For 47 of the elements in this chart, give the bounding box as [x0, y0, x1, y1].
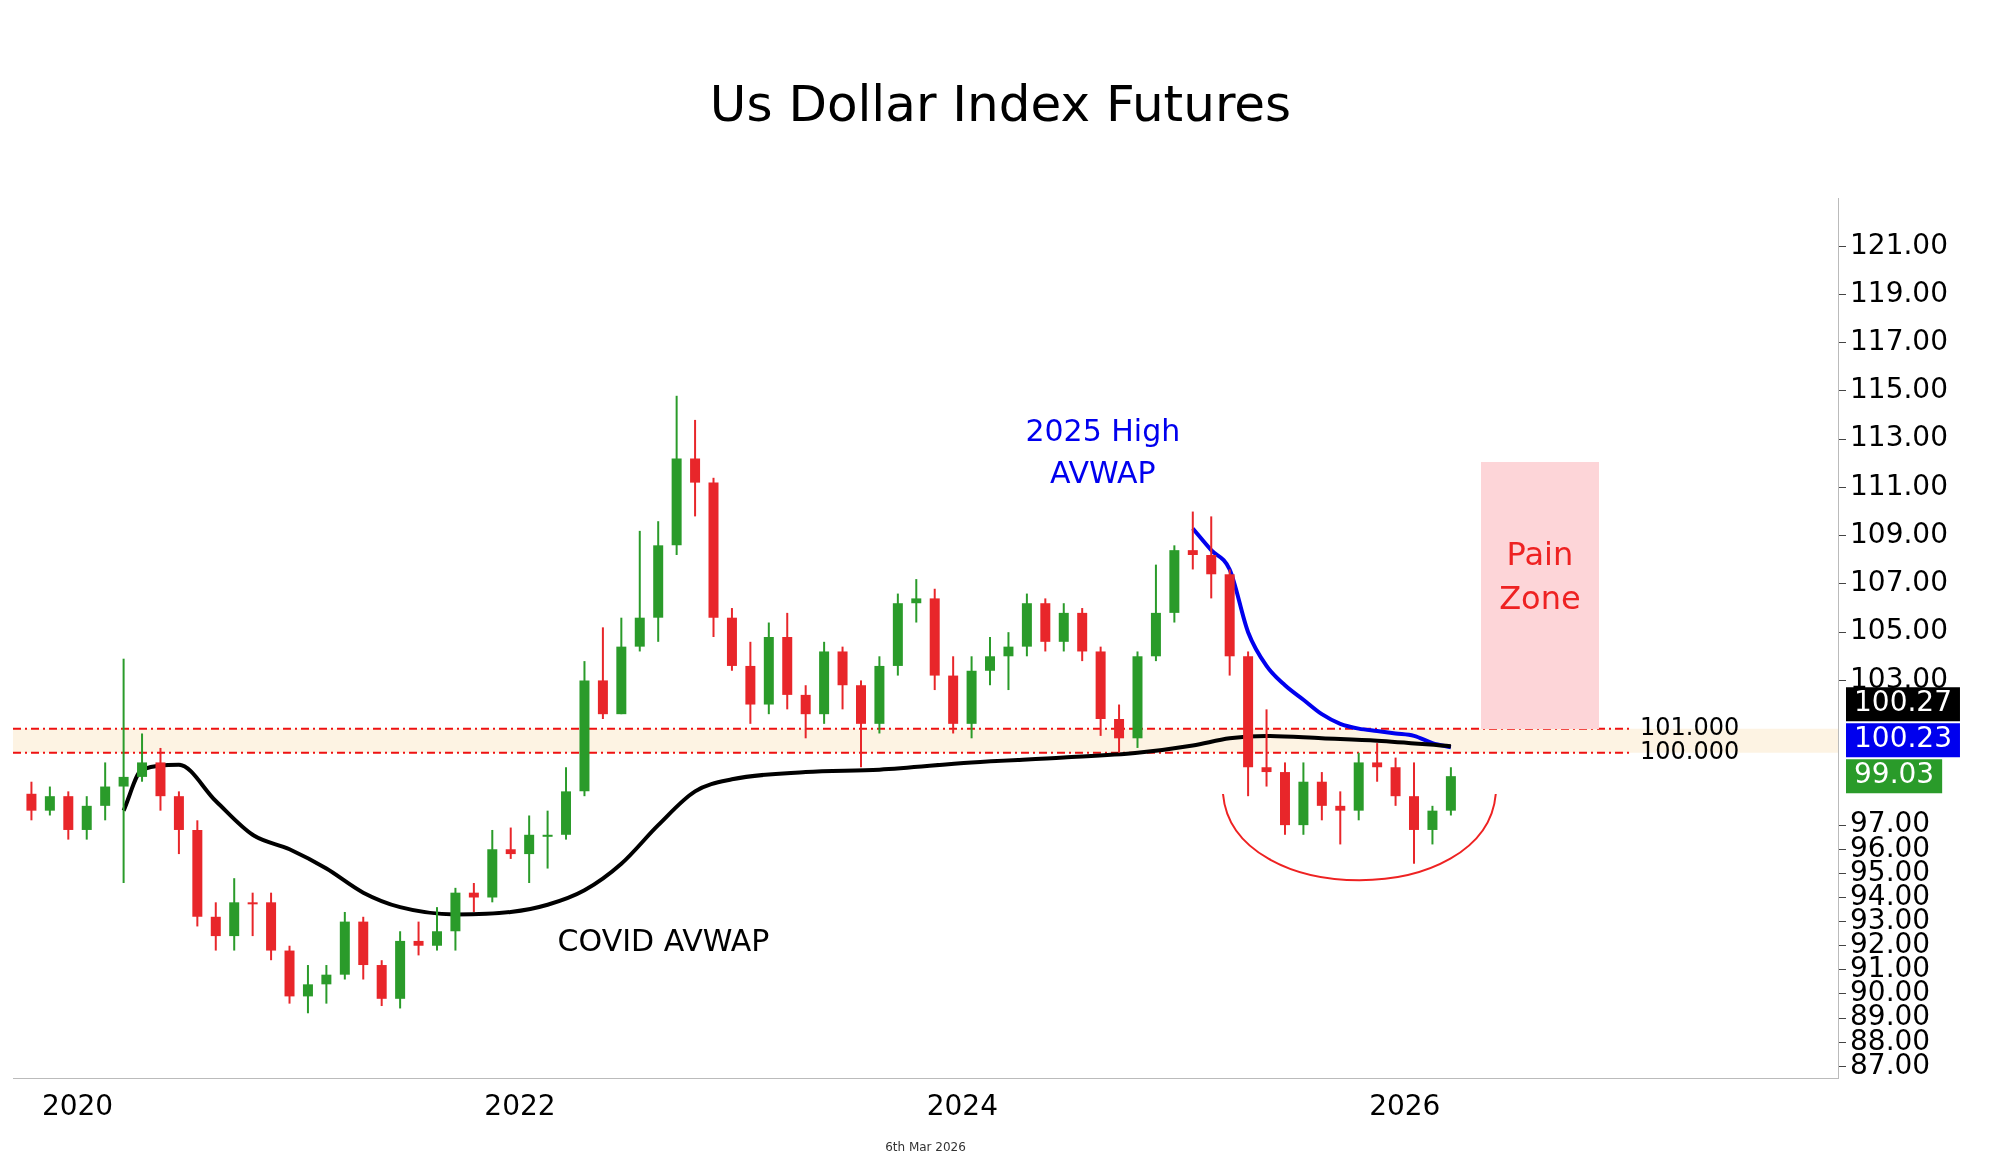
candlestick: [1114, 703, 1125, 754]
candlestick: [1187, 510, 1198, 571]
candlestick: [1003, 631, 1014, 692]
y-tick-label: 121.00: [1850, 227, 1948, 261]
x-tick-label: 2020: [41, 1089, 114, 1123]
candlestick: [44, 785, 55, 817]
candlestick: [1372, 742, 1383, 783]
candlestick: [137, 732, 148, 783]
line-series: [121, 733, 1453, 917]
y-tick-label: 117.00: [1850, 324, 1948, 357]
text: 99.03: [1854, 757, 1935, 791]
y-tick-label: 107.00: [1850, 565, 1948, 599]
candlestick: [1261, 708, 1272, 788]
candlestick: [524, 814, 535, 885]
candlestick: [100, 761, 111, 822]
y-tick-label: 109.00: [1850, 516, 1948, 550]
y-tick-label: 105.00: [1850, 613, 1948, 647]
x-tick-label: 2022: [484, 1089, 556, 1123]
candlestick: [542, 809, 553, 870]
candlestick: [1206, 515, 1217, 600]
candlestick: [302, 964, 313, 1015]
y-tick-label: 113.00: [1850, 420, 1948, 454]
chart-title: Us Dollar Index Futures: [709, 74, 1292, 133]
candlestick: [911, 578, 922, 624]
candlestick: [1335, 790, 1346, 846]
candlestick: [413, 920, 424, 957]
candlestick: [431, 906, 442, 952]
candlestick: [985, 635, 996, 687]
candlestick: [321, 964, 332, 1005]
series-label: COVID AVWAP: [557, 922, 770, 958]
text: 100.23: [1854, 721, 1952, 755]
candlestick: [210, 901, 221, 952]
candlestick: [800, 684, 811, 740]
y-tick-label: 119.00: [1850, 275, 1948, 309]
shaded-zone: Pain Zone: [1480, 462, 1599, 729]
candlestick: [247, 891, 258, 938]
y-tick-label: 115.00: [1850, 372, 1948, 406]
y-tick-label: 111.00: [1850, 468, 1948, 502]
series-label: 2025 High AVWAP: [1025, 413, 1181, 491]
candlestick: [26, 780, 37, 822]
text: 6th Mar 2026: [885, 1140, 966, 1155]
annotation: Pain Zone: [1498, 534, 1582, 620]
candlestick: [118, 657, 129, 885]
candlestick: [505, 826, 516, 860]
x-tick-label: 2026: [1369, 1089, 1441, 1123]
x-tick-label: 2024: [926, 1089, 998, 1123]
candlestick: [1427, 804, 1438, 846]
